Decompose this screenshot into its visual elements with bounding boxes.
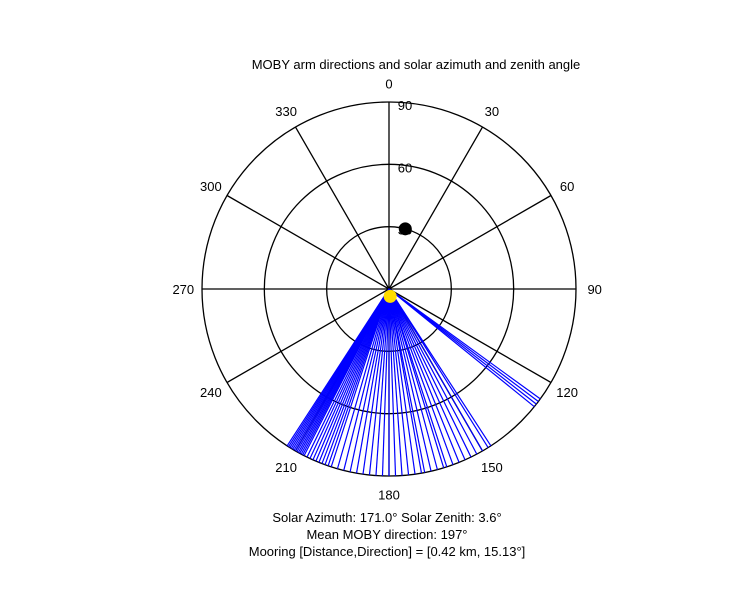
angle-tick-120: 120: [556, 385, 578, 400]
mooring-point: [398, 222, 412, 236]
arm-direction-line-13: [388, 288, 423, 474]
moby-arm-direction-lines: [286, 288, 541, 476]
arm-direction-line-4: [388, 288, 472, 458]
arm-direction-line-6: [388, 288, 460, 463]
angle-tick-270: 270: [172, 282, 194, 297]
radius-tick-60: 60: [398, 160, 412, 175]
arm-direction-line-48: [286, 288, 390, 447]
arm-direction-line-10: [388, 288, 438, 470]
angle-tick-30: 30: [485, 104, 499, 119]
arm-direction-line-20: [375, 288, 390, 476]
arm-direction-line-7: [388, 288, 454, 465]
chart-title: MOBY arm directions and solar azimuth an…: [252, 57, 581, 72]
arm-direction-line-19: [381, 288, 390, 476]
arm-direction-line-26: [336, 288, 390, 469]
arm-direction-line-17: [388, 288, 397, 476]
points-layer: [383, 222, 412, 303]
arm-direction-line-11: [388, 288, 432, 472]
arm-direction-line-16: [388, 288, 403, 476]
spoke-60: [388, 194, 552, 290]
angle-tick-90: 90: [587, 282, 601, 297]
arm-direction-line-24: [349, 288, 390, 473]
arm-direction-line-21: [368, 288, 390, 476]
tick-labels: 0 30 60 90 120 150 180 210 240 270 300 330 30 60 90: [172, 76, 601, 502]
arm-direction-line-9: [388, 288, 445, 469]
caption-mean-direction: Mean MOBY direction: 197°: [306, 527, 467, 542]
arm-direction-line-5: [388, 288, 466, 461]
angle-tick-300: 300: [200, 179, 222, 194]
arm-direction-line-25: [343, 288, 390, 471]
spoke-120: [388, 288, 552, 384]
angle-tick-330: 330: [275, 104, 297, 119]
caption-solar: Solar Azimuth: 171.0° Solar Zenith: 3.6°: [272, 510, 501, 525]
radius-tick-30: 30: [398, 223, 412, 238]
angle-tick-60: 60: [560, 179, 574, 194]
spoke-240: [226, 288, 390, 384]
angle-tick-150: 150: [481, 460, 503, 475]
caption-mooring: Mooring [Distance,Direction] = [0.42 km,…: [249, 544, 526, 559]
arm-direction-line-2: [388, 288, 484, 452]
arm-direction-line-14: [388, 288, 416, 475]
spoke-30: [388, 126, 484, 290]
arm-direction-line-3: [388, 288, 478, 455]
spoke-300: [226, 194, 390, 290]
arm-direction-line-23: [355, 288, 390, 474]
angle-tick-210: 210: [275, 460, 297, 475]
spoke-330: [294, 126, 390, 290]
radius-tick-90: 90: [398, 98, 412, 113]
arm-direction-line-extra-3: [388, 288, 535, 408]
arm-direction-line-15: [388, 288, 410, 476]
arm-direction-line-1: [388, 288, 489, 448]
angle-tick-240: 240: [200, 385, 222, 400]
angle-tick-0: 0: [385, 76, 392, 91]
sun-point: [383, 289, 397, 303]
angle-tick-180: 180: [378, 488, 400, 503]
arm-direction-line-22: [362, 288, 390, 475]
